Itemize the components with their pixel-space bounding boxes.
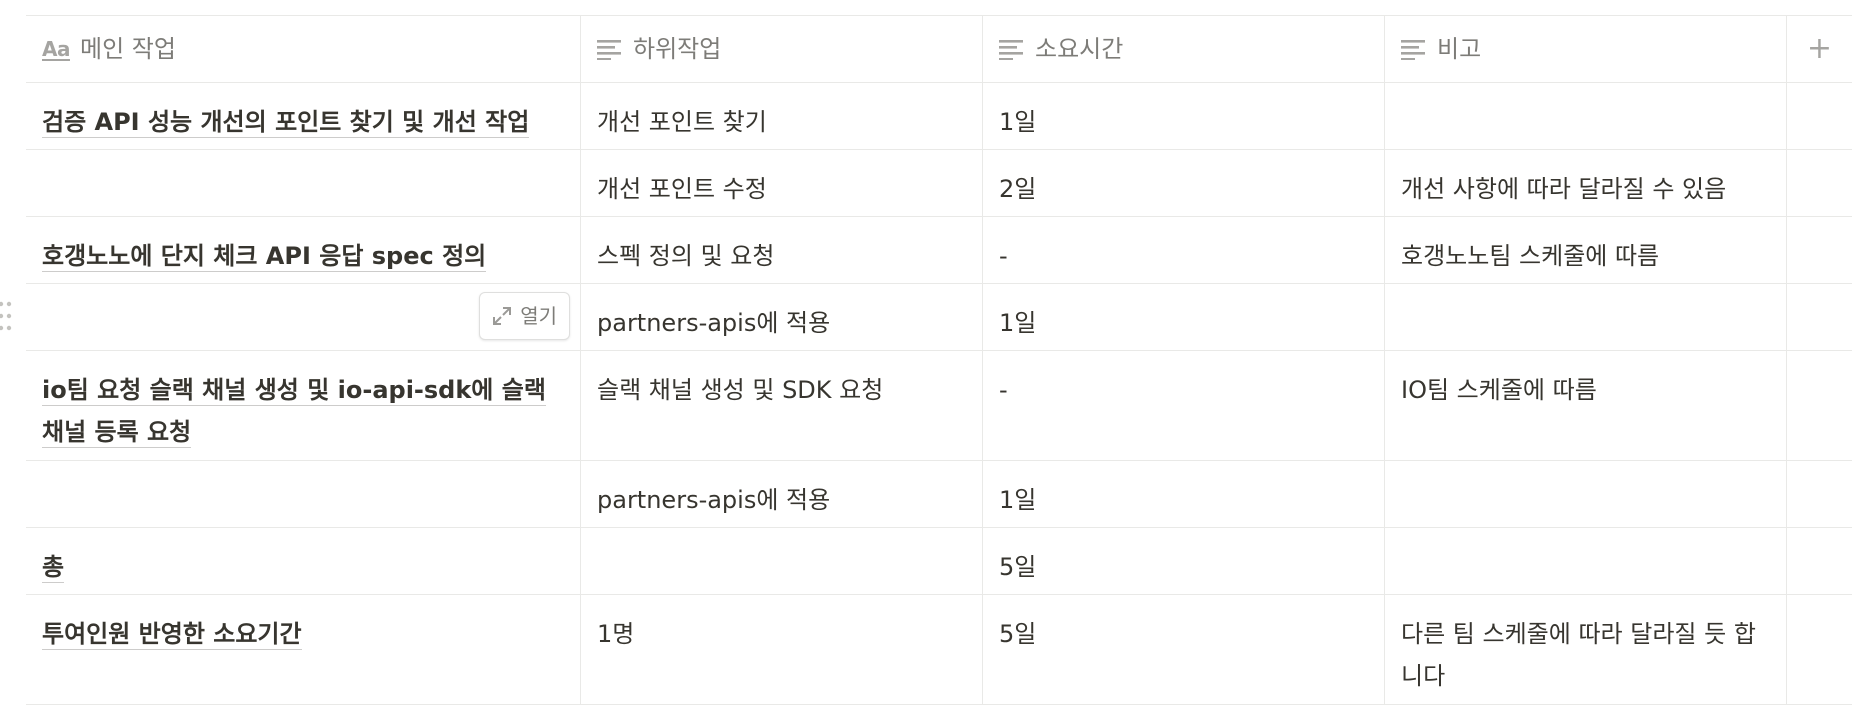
cell-subtask[interactable]: 개선 포인트 찾기 <box>581 83 983 149</box>
column-header-note[interactable]: 비고 <box>1385 16 1787 82</box>
cell-subtask[interactable]: partners-apis에 적용 <box>581 284 983 350</box>
cell-duration[interactable]: - <box>983 217 1385 283</box>
cell-empty <box>1787 284 1852 350</box>
cell-duration[interactable]: 1일 <box>983 83 1385 149</box>
cell-text: 개선 포인트 수정 <box>597 175 767 203</box>
cell-text: 2일 <box>999 175 1037 203</box>
cell-main-task[interactable]: 열기 <box>26 284 581 350</box>
cell-text: - <box>999 242 1008 270</box>
cell-main-task[interactable]: 총 <box>26 528 581 594</box>
table-row: 개선 포인트 수정 2일 개선 사항에 따라 달라질 수 있음 <box>26 150 1852 217</box>
cell-main-task[interactable] <box>26 150 581 216</box>
cell-empty <box>1787 595 1852 704</box>
column-header-duration[interactable]: 소요시간 <box>983 16 1385 82</box>
cell-duration[interactable]: 2일 <box>983 150 1385 216</box>
table-row: io팀 요청 슬랙 채널 생성 및 io-api-sdk에 슬랙 채널 등록 요… <box>26 351 1852 461</box>
cell-note[interactable] <box>1385 83 1787 149</box>
cell-main-task[interactable]: io팀 요청 슬랙 채널 생성 및 io-api-sdk에 슬랙 채널 등록 요… <box>26 351 581 460</box>
cell-note[interactable] <box>1385 461 1787 527</box>
table-row: 투여인원 반영한 소요기간 1명 5일 다른 팀 스케줄에 따라 달라질 듯 합… <box>26 595 1852 705</box>
cell-main-task[interactable] <box>26 461 581 527</box>
cell-text: 1일 <box>999 486 1037 514</box>
table-row: 열기 partners-apis에 적용 1일 <box>0 284 1852 351</box>
cell-note[interactable] <box>1385 528 1787 594</box>
cell-text: - <box>999 376 1008 404</box>
cell-duration[interactable]: 1일 <box>983 284 1385 350</box>
cell-empty <box>1787 528 1852 594</box>
cell-note[interactable]: 개선 사항에 따라 달라질 수 있음 <box>1385 150 1787 216</box>
row-title-link[interactable]: io팀 요청 슬랙 채널 생성 및 io-api-sdk에 슬랙 채널 등록 요… <box>42 376 546 448</box>
cell-main-task[interactable]: 검증 API 성능 개선의 포인트 찾기 및 개선 작업 <box>26 83 581 149</box>
cell-note[interactable]: 호갱노노팀 스케줄에 따름 <box>1385 217 1787 283</box>
cell-subtask[interactable]: 개선 포인트 수정 <box>581 150 983 216</box>
cell-empty <box>1787 83 1852 149</box>
column-header-label: 소요시간 <box>1035 35 1124 63</box>
cell-subtask[interactable]: 스펙 정의 및 요청 <box>581 217 983 283</box>
column-header-main-task[interactable]: Aa 메인 작업 <box>26 16 581 82</box>
text-property-icon <box>999 38 1025 60</box>
cell-duration[interactable]: - <box>983 351 1385 460</box>
cell-subtask[interactable]: 슬랙 채널 생성 및 SDK 요청 <box>581 351 983 460</box>
column-header-label: 하위작업 <box>633 35 722 63</box>
cell-text: 5일 <box>999 553 1037 581</box>
column-header-label: 비고 <box>1437 35 1482 63</box>
cell-text: 호갱노노팀 스케줄에 따름 <box>1401 242 1660 270</box>
cell-text: 1일 <box>999 309 1037 337</box>
cell-duration[interactable]: 5일 <box>983 528 1385 594</box>
row-title-link[interactable]: 검증 API 성능 개선의 포인트 찾기 및 개선 작업 <box>42 108 530 138</box>
cell-note[interactable]: 다른 팀 스케줄에 따라 달라질 듯 합니다 <box>1385 595 1787 704</box>
open-page-button[interactable]: 열기 <box>479 292 570 340</box>
title-property-icon: Aa <box>42 37 70 61</box>
drag-handle-icon[interactable] <box>0 296 12 336</box>
cell-duration[interactable]: 5일 <box>983 595 1385 704</box>
cell-text: IO팀 스케줄에 따름 <box>1401 376 1597 404</box>
table-row: 검증 API 성능 개선의 포인트 찾기 및 개선 작업 개선 포인트 찾기 1… <box>26 83 1852 150</box>
cell-text: 개선 포인트 찾기 <box>597 108 767 136</box>
column-header-label: 메인 작업 <box>79 35 176 63</box>
cell-duration[interactable]: 1일 <box>983 461 1385 527</box>
cell-empty <box>1787 461 1852 527</box>
cell-subtask[interactable] <box>581 528 983 594</box>
row-title-link[interactable]: 총 <box>42 553 65 583</box>
cell-text: partners-apis에 적용 <box>597 486 831 514</box>
table-row: partners-apis에 적용 1일 <box>26 461 1852 528</box>
cell-text: 1일 <box>999 108 1037 136</box>
cell-note[interactable]: IO팀 스케줄에 따름 <box>1385 351 1787 460</box>
text-property-icon <box>597 38 623 60</box>
database-table: Aa 메인 작업 하위작업 소요시간 비고 + 검증 API 성능 개선의 포인… <box>0 15 1852 705</box>
cell-empty <box>1787 150 1852 216</box>
table-row: 호갱노노에 단지 체크 API 응답 spec 정의 스펙 정의 및 요청 - … <box>26 217 1852 284</box>
expand-diagonal-icon <box>493 307 512 325</box>
table-header: Aa 메인 작업 하위작업 소요시간 비고 + <box>26 16 1852 83</box>
cell-subtask[interactable]: 1명 <box>581 595 983 704</box>
row-title-link[interactable]: 투여인원 반영한 소요기간 <box>42 620 302 650</box>
open-button-label: 열기 <box>520 304 557 328</box>
add-column-button[interactable]: + <box>1806 31 1833 66</box>
cell-text: 개선 사항에 따라 달라질 수 있음 <box>1401 175 1727 203</box>
cell-main-task[interactable]: 투여인원 반영한 소요기간 <box>26 595 581 704</box>
cell-text: 스펙 정의 및 요청 <box>597 242 775 270</box>
add-column-cell: + <box>1787 16 1852 82</box>
cell-text: partners-apis에 적용 <box>597 309 831 337</box>
cell-main-task[interactable]: 호갱노노에 단지 체크 API 응답 spec 정의 <box>26 217 581 283</box>
cell-subtask[interactable]: partners-apis에 적용 <box>581 461 983 527</box>
row-title-link[interactable]: 호갱노노에 단지 체크 API 응답 spec 정의 <box>42 242 487 272</box>
text-property-icon <box>1401 38 1427 60</box>
cell-text: 1명 <box>597 620 635 648</box>
cell-empty <box>1787 351 1852 460</box>
cell-empty <box>1787 217 1852 283</box>
cell-text: 다른 팀 스케줄에 따라 달라질 듯 합니다 <box>1401 620 1756 690</box>
cell-note[interactable] <box>1385 284 1787 350</box>
cell-text: 슬랙 채널 생성 및 SDK 요청 <box>597 376 884 404</box>
column-header-subtask[interactable]: 하위작업 <box>581 16 983 82</box>
cell-text: 5일 <box>999 620 1037 648</box>
table-row: 총 5일 <box>26 528 1852 595</box>
